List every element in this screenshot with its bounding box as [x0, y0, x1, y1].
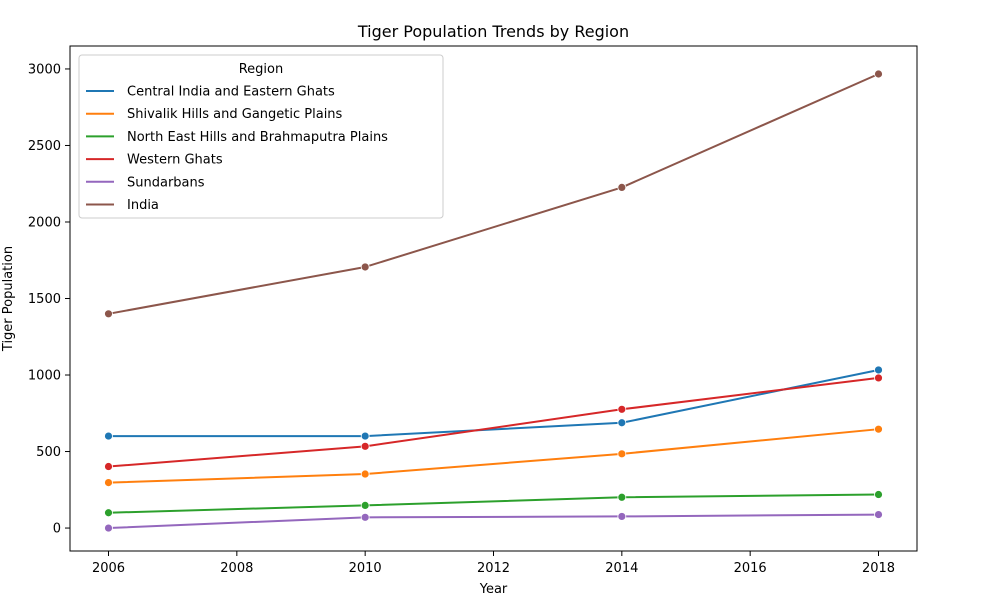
data-point	[874, 490, 883, 499]
y-tick-label: 2500	[28, 139, 61, 154]
x-tick-label: 2014	[605, 561, 638, 576]
y-tick-label: 1500	[28, 292, 61, 307]
data-point	[360, 500, 370, 510]
series-0	[104, 365, 883, 441]
data-point	[104, 508, 113, 518]
x-tick-label: 2008	[220, 561, 253, 576]
x-tick-label: 2006	[92, 561, 125, 576]
legend-box	[78, 54, 444, 219]
legend-label: Shivalik Hills and Gangetic Plains	[127, 107, 343, 122]
data-point	[360, 512, 370, 522]
data-point	[104, 478, 113, 487]
legend: Region Central India and Eastern Ghats Sh…	[78, 54, 444, 219]
data-point	[360, 469, 370, 479]
y-axis: 0 500 1000 1500 2000 2500 3000	[28, 62, 70, 537]
x-tick-label: 2010	[349, 561, 382, 576]
data-point	[617, 492, 627, 502]
legend-title: Region	[239, 62, 284, 77]
y-tick-label: 0	[53, 522, 61, 537]
legend-label: India	[127, 198, 159, 213]
legend-label: North East Hills and Brahmaputra Plains	[127, 130, 388, 145]
data-point	[617, 182, 627, 192]
data-point	[104, 309, 113, 319]
series-line	[108, 73, 879, 315]
x-tick-label: 2018	[862, 561, 895, 576]
data-point	[617, 404, 627, 414]
legend-item: India	[86, 198, 159, 213]
series-4	[104, 510, 883, 533]
data-point	[360, 441, 370, 451]
legend-item: Western Ghats	[86, 153, 223, 168]
data-point	[874, 510, 883, 519]
data-point	[874, 69, 883, 79]
data-point	[874, 373, 883, 383]
x-tick-label: 2012	[477, 561, 510, 576]
legend-item: Shivalik Hills and Gangetic Plains	[86, 107, 343, 122]
series-layer	[104, 69, 883, 533]
data-point	[360, 431, 370, 441]
y-tick-label: 3000	[28, 62, 61, 77]
y-tick-label: 2000	[28, 215, 61, 230]
series-2	[104, 490, 883, 518]
series-line	[108, 376, 879, 468]
series-line	[108, 368, 879, 438]
data-point	[617, 449, 627, 459]
y-tick-label: 1000	[28, 369, 61, 384]
data-point	[104, 523, 113, 533]
y-axis-label: Tiger Population	[1, 246, 16, 352]
data-point	[360, 262, 370, 272]
data-point	[617, 418, 627, 428]
x-axis-label: Year	[479, 582, 508, 595]
data-point	[874, 424, 883, 434]
series-1	[104, 424, 883, 487]
legend-item: Central India and Eastern Ghats	[86, 85, 335, 100]
data-point	[617, 512, 627, 521]
data-point	[874, 365, 883, 375]
y-tick-label: 500	[36, 445, 61, 460]
x-axis: 2006 2008 2010 2012 2014 2016 2018	[92, 551, 895, 576]
series-3	[104, 373, 883, 471]
x-tick-label: 2016	[734, 561, 767, 576]
series-line	[108, 513, 879, 530]
data-point	[104, 462, 113, 471]
legend-item: North East Hills and Brahmaputra Plains	[86, 130, 388, 145]
series-line	[108, 493, 879, 514]
series-line	[108, 428, 879, 484]
legend-item: Sundarbans	[86, 175, 205, 190]
legend-label: Sundarbans	[127, 175, 205, 190]
series-5	[104, 69, 883, 319]
legend-label: Western Ghats	[127, 153, 223, 168]
chart-title: Tiger Population Trends by Region	[357, 22, 629, 41]
data-point	[104, 431, 113, 441]
legend-label: Central India and Eastern Ghats	[127, 85, 335, 100]
